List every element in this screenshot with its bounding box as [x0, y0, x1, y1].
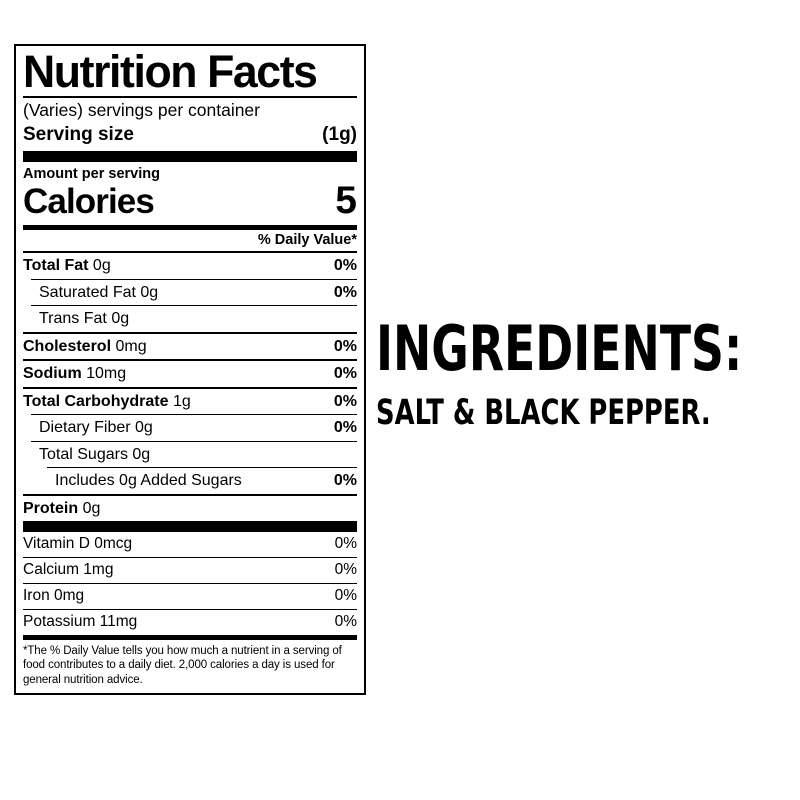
table-row: Total Carbohydrate 1g 0%: [23, 389, 357, 415]
divider-row: [23, 557, 357, 559]
nutrient-dv: 0%: [333, 365, 357, 383]
nutrient-name: Trans Fat 0g: [39, 310, 130, 328]
divider-row: [31, 278, 357, 280]
nutrient-dv: 0%: [334, 561, 357, 579]
nutrient-name: Vitamin D 0mcg: [23, 535, 133, 553]
nutrient-dv: 0%: [333, 337, 357, 355]
divider-row: [31, 305, 357, 307]
nutrient-dv: 0%: [333, 472, 357, 490]
table-row: Total Fat 0g 0%: [23, 253, 357, 279]
divider-row: [23, 493, 357, 496]
table-row: Sodium 10mg 0%: [23, 361, 357, 387]
calories-label: Calories: [23, 181, 155, 221]
divider-row: [23, 359, 357, 362]
nutrient-name: Total Fat 0g: [23, 257, 111, 275]
amount-per-serving-label: Amount per serving: [23, 165, 160, 182]
nutrient-name: Iron 0mg: [23, 587, 85, 605]
nutrient-name: Includes 0g Added Sugars: [55, 472, 242, 490]
nutrient-name: Protein 0g: [23, 499, 101, 517]
divider-med-above-daily-value: [23, 224, 357, 230]
divider-row: [23, 331, 357, 334]
nutrient-name: Total Sugars 0g: [39, 445, 151, 463]
nutrient-name: Dietary Fiber 0g: [39, 419, 153, 437]
table-row: Iron 0mg 0%: [23, 584, 357, 609]
divider-row: [23, 609, 357, 611]
nutrient-name: Calcium 1mg: [23, 561, 114, 579]
nutrient-name: Saturated Fat 0g: [39, 283, 159, 301]
table-row: Protein 0g: [23, 496, 357, 522]
serving-size-label: Serving size: [23, 123, 134, 145]
nutrient-name: Cholesterol 0mg: [23, 337, 147, 355]
ingredients-heading: INGREDIENTS:: [376, 312, 743, 385]
divider-thick-above-micronutrients: [23, 521, 357, 533]
serving-size-row: Serving size (1g): [23, 123, 357, 147]
divider-row: [31, 440, 357, 442]
panel-title: Nutrition Facts: [23, 46, 318, 97]
table-row: Trans Fat 0g: [23, 306, 357, 332]
nutrient-name: Sodium 10mg: [23, 365, 127, 383]
table-row: Potassium 11mg 0%: [23, 610, 357, 635]
daily-value-header: % Daily Value*: [257, 231, 357, 248]
nutrient-name: Total Carbohydrate 1g: [23, 392, 191, 410]
divider-under-title: [23, 95, 357, 98]
divider-row: [23, 583, 357, 585]
daily-value-footnote: *The % Daily Value tells you how much a …: [23, 645, 342, 686]
nutrient-name: Potassium 11mg: [23, 613, 138, 631]
divider-row: [31, 414, 357, 416]
nutrient-dv: 0%: [333, 257, 357, 275]
table-row: Vitamin D 0mcg 0%: [23, 532, 357, 557]
table-row: Saturated Fat 0g 0%: [23, 280, 357, 306]
calories-value: 5: [335, 178, 357, 222]
table-row: Includes 0g Added Sugars 0%: [23, 468, 357, 494]
table-row: Cholesterol 0mg 0%: [23, 334, 357, 360]
table-row: Total Sugars 0g: [23, 442, 357, 468]
nutrient-dv: 0%: [334, 587, 357, 605]
ingredients-block: INGREDIENTS: SALT & BLACK PEPPER.: [376, 318, 788, 431]
ingredients-list: SALT & BLACK PEPPER.: [376, 393, 711, 433]
nutrient-dv: 0%: [333, 419, 357, 437]
calories-row: Calories 5: [23, 178, 357, 222]
nutrition-facts-panel: Nutrition Facts (Varies) servings per co…: [14, 44, 366, 696]
divider-med-above-footnote: [23, 635, 357, 641]
divider-thick-above-calories: [23, 150, 357, 162]
table-row: Dietary Fiber 0g 0%: [23, 415, 357, 441]
divider-row: [23, 251, 357, 254]
nutrient-dv: 0%: [333, 392, 357, 410]
nutrient-dv: 0%: [334, 613, 357, 631]
nutrient-dv: 0%: [333, 283, 357, 301]
table-row: Calcium 1mg 0%: [23, 558, 357, 583]
divider-row: [23, 386, 357, 389]
serving-size-value: (1g): [322, 123, 357, 145]
nutrient-dv: 0%: [334, 535, 357, 553]
servings-per-container: (Varies) servings per container: [23, 99, 260, 120]
divider-row: [47, 467, 357, 469]
